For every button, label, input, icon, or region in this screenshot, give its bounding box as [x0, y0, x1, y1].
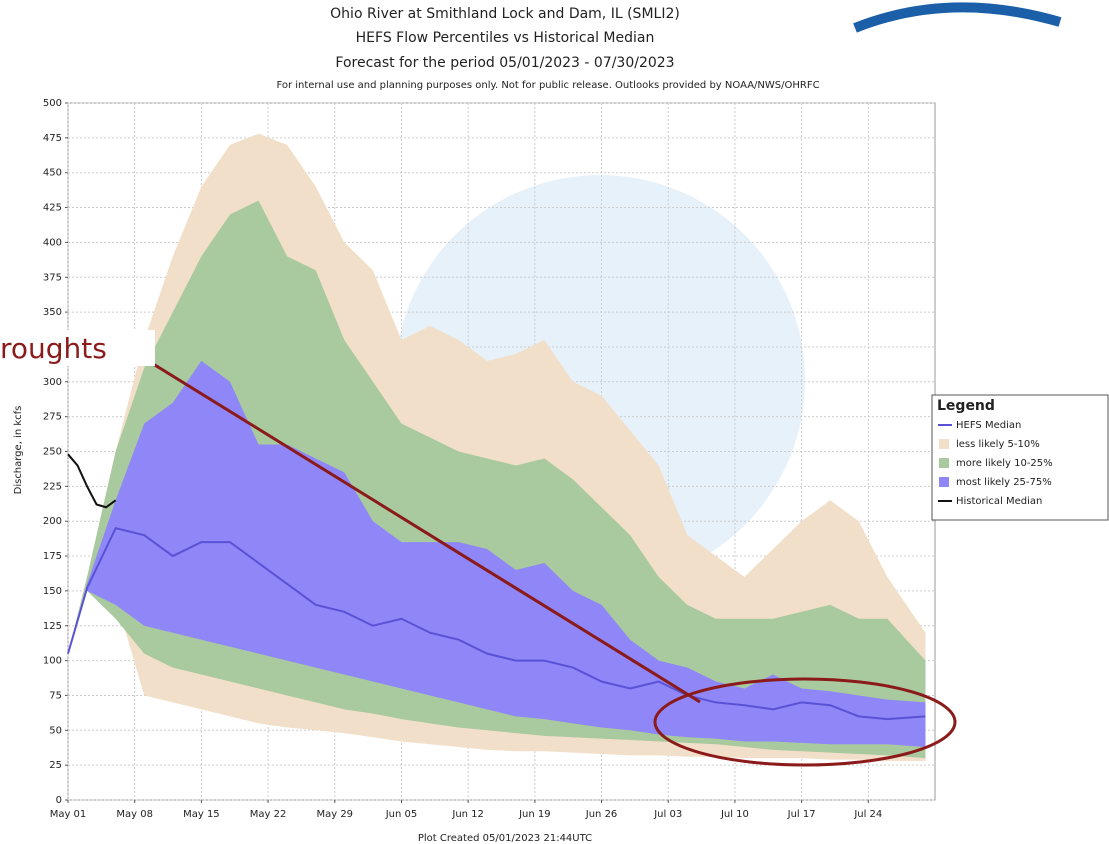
- y-tick-label: 100: [43, 656, 62, 667]
- x-tick-label: Jul 24: [853, 809, 882, 820]
- period: Forecast for the period 05/01/2023 - 07/…: [335, 55, 674, 71]
- x-tick-label: Jun 19: [518, 809, 551, 820]
- logo-arc: [853, 2, 1062, 33]
- legend-box: [931, 394, 1109, 521]
- y-tick-label: 275: [43, 412, 62, 423]
- x-tick-label: Jul 17: [787, 809, 816, 820]
- x-tick-label: Jun 12: [451, 809, 484, 820]
- y-tick-label: 50: [49, 725, 62, 736]
- y-tick-label: 300: [43, 377, 62, 388]
- legend-swatch: [939, 439, 949, 449]
- x-tick-label: May 01: [50, 809, 87, 820]
- y-axis-label: Discharge, in kcfs: [13, 406, 24, 495]
- y-tick-label: 375: [43, 272, 62, 283]
- line: [67, 527, 926, 721]
- annotation-arrow: [149, 360, 701, 704]
- legend-label: more likely 10-25%: [956, 458, 1053, 469]
- band: [68, 360, 926, 748]
- logo-bg: [850, 0, 1060, 40]
- x-tick-label: Jun 05: [385, 809, 418, 820]
- line: [67, 453, 117, 509]
- y-tick-label: 400: [43, 237, 62, 248]
- x-tick-label: Jun 26: [585, 809, 618, 820]
- y-tick-label: 125: [43, 621, 62, 632]
- y-tick-label: 150: [43, 586, 62, 597]
- y-tick-label: 350: [43, 307, 62, 318]
- plot: 0255075100125150175200225250275300325350…: [43, 98, 936, 820]
- title: Ohio River at Smithland Lock and Dam, IL…: [330, 6, 680, 22]
- y-tick-label: 425: [43, 203, 62, 214]
- legend-label: most likely 25-75%: [956, 477, 1052, 488]
- x-tick-label: May 15: [183, 809, 220, 820]
- x-tick-label: May 08: [116, 809, 153, 820]
- legend-swatch: [939, 477, 949, 487]
- annotation-ellipse: [653, 677, 957, 767]
- y-tick-label: 75: [49, 690, 62, 701]
- legend-label: less likely 5-10%: [956, 439, 1040, 450]
- y-tick-label: 250: [43, 447, 62, 458]
- y-tick-label: 450: [43, 168, 62, 179]
- x-tick-label: Jul 10: [720, 809, 749, 820]
- annotation-text: roughts: [0, 332, 107, 365]
- y-tick-label: 25: [49, 760, 62, 771]
- x-tick-label: Jul 03: [653, 809, 682, 820]
- legend-swatch: [939, 458, 949, 468]
- x-tick-label: May 22: [250, 809, 287, 820]
- annotation: roughts: [0, 330, 957, 767]
- legend-title: Legend: [937, 398, 995, 414]
- subtitle: HEFS Flow Percentiles vs Historical Medi…: [356, 30, 655, 46]
- annotation-bg: [0, 330, 155, 366]
- y-tick-label: 0: [56, 795, 62, 806]
- legend-label: Historical Median: [956, 496, 1042, 507]
- legend-label: HEFS Median: [956, 420, 1021, 431]
- note: For internal use and planning purposes o…: [276, 80, 819, 91]
- legend: HEFS Median less likely 5-10% more likely …: [938, 420, 1053, 507]
- y-tick-label: 175: [43, 551, 62, 562]
- x-tick-label: May 29: [316, 809, 353, 820]
- y-tick-label: 200: [43, 516, 62, 527]
- footer: Plot Created 05/01/2023 21:44UTC: [418, 833, 592, 844]
- y-tick-label: 225: [43, 481, 62, 492]
- y-tick-label: 500: [43, 98, 62, 109]
- y-tick-label: 475: [43, 133, 62, 144]
